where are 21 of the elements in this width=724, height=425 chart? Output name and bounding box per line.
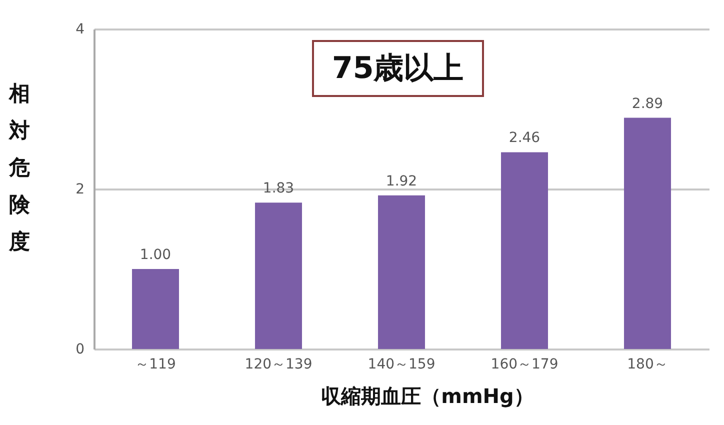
- y-tick-label: 2: [76, 182, 84, 198]
- data-label: 2.89: [632, 96, 664, 112]
- data-label: 2.46: [508, 130, 540, 146]
- y-tick-label: 0: [76, 342, 84, 358]
- x-axis-title: 収縮期血圧（mmHg）: [320, 383, 535, 410]
- bar: [624, 118, 671, 349]
- x-tick-label: 180～: [627, 356, 668, 372]
- x-tick-label: ～119: [135, 356, 176, 372]
- x-tick-label: 120～139: [244, 356, 312, 372]
- x-tick-label: 140～159: [368, 356, 436, 372]
- y-tick-label: 4: [76, 22, 85, 38]
- text: 75歳以上: [312, 40, 484, 97]
- y-axis-title: 相対危険度: [8, 82, 31, 254]
- bar: [501, 152, 548, 349]
- data-label: 1.83: [262, 180, 294, 197]
- x-tick-label: 160～179: [490, 356, 558, 372]
- data-label: 1.92: [386, 173, 418, 190]
- bar: [255, 202, 302, 349]
- data-label: 1.00: [140, 247, 172, 263]
- bar: [132, 269, 179, 349]
- bar: [378, 195, 425, 349]
